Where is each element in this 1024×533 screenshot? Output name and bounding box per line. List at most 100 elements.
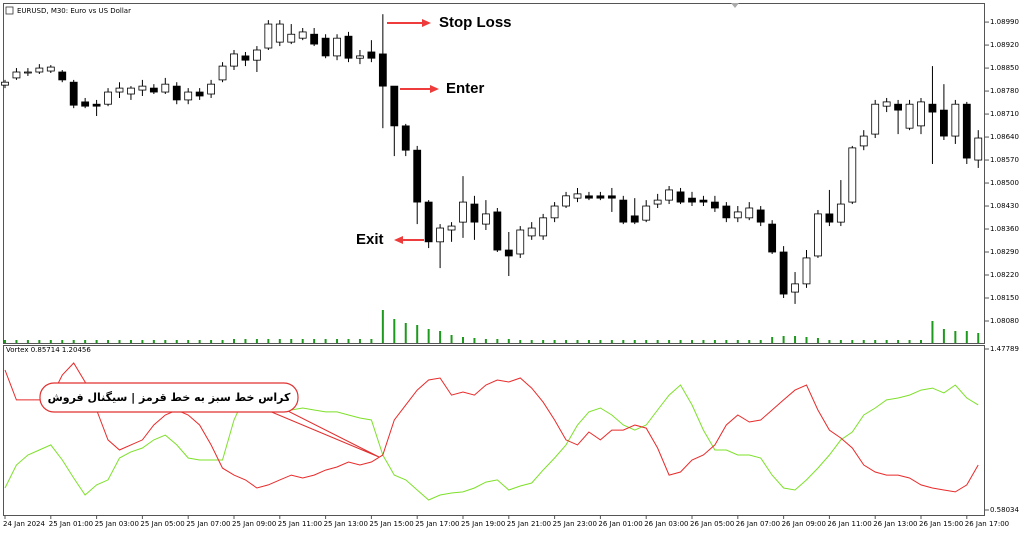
candle-body <box>378 53 387 87</box>
x-tick-label: 25 Jan 03:00 <box>95 520 139 528</box>
candle-body <box>905 103 914 129</box>
candle-body <box>470 203 479 223</box>
volume-bar <box>313 339 316 343</box>
candle-body <box>356 55 364 59</box>
shift-marker <box>731 3 739 8</box>
volume-bar <box>393 319 396 343</box>
candle-body <box>264 23 273 49</box>
y-tick-label: 1.08850 <box>990 64 1019 72</box>
callout-text: کراس خط سبز به خط قرمز | سیگنال فروش <box>48 391 291 404</box>
candle-body <box>447 225 456 231</box>
volume-bar <box>576 340 579 343</box>
x-tick-label: 25 Jan 15:00 <box>369 520 413 528</box>
candle-body <box>573 193 582 199</box>
candle-body <box>367 51 376 59</box>
candle-body <box>733 211 742 219</box>
x-tick-label: 26 Jan 11:00 <box>827 520 871 528</box>
candle-body <box>928 103 937 113</box>
volume-bar <box>713 340 716 343</box>
volume-bar <box>324 339 327 343</box>
candle-body <box>504 249 513 257</box>
volume-bar <box>26 340 29 343</box>
candle-body <box>779 251 788 295</box>
candle-body <box>138 85 147 91</box>
volume-bar <box>427 329 430 343</box>
candle-body <box>413 149 422 203</box>
candle-body <box>81 101 90 107</box>
candle-body <box>630 215 639 223</box>
y-tick-label: 1.08570 <box>990 156 1019 164</box>
symbol-icon <box>5 6 14 15</box>
volume-bar <box>587 340 590 343</box>
volume-bar <box>782 336 785 343</box>
volume-bar <box>542 340 545 343</box>
volume-bar <box>198 340 201 343</box>
candle-body <box>619 199 628 223</box>
x-tick-label: 25 Jan 09:00 <box>232 520 276 528</box>
candle-body <box>688 197 696 203</box>
x-tick-label: 26 Jan 09:00 <box>782 520 826 528</box>
volume-bar <box>221 340 224 343</box>
x-tick-label: 25 Jan 21:00 <box>507 520 551 528</box>
candle-body <box>436 227 445 243</box>
volume-bar <box>336 339 339 343</box>
vortex-line <box>4 362 979 493</box>
volume-bar <box>633 340 636 343</box>
x-tick-label: 26 Jan 13:00 <box>873 520 917 528</box>
x-tick-label: 25 Jan 01:00 <box>49 520 93 528</box>
volume-bar <box>129 340 132 343</box>
candle-body <box>836 203 845 223</box>
volume-bar <box>175 340 178 343</box>
volume-bar <box>4 340 6 343</box>
volume-bar <box>141 340 144 343</box>
x-tick-label: 26 Jan 17:00 <box>965 520 1009 528</box>
y-tick-label: 1.08780 <box>990 87 1019 95</box>
candle-body <box>149 87 158 93</box>
volume-bar <box>565 340 568 343</box>
stop-loss-label: Stop Loss <box>439 14 512 31</box>
volume-bar <box>84 340 87 343</box>
enter-label: Enter <box>446 80 485 97</box>
candle-body <box>940 109 948 137</box>
candle-body <box>424 201 433 243</box>
candle-body <box>241 55 250 61</box>
volume-bar <box>404 323 407 343</box>
candle-body <box>23 71 32 74</box>
candle-body <box>859 135 868 147</box>
volume-bar <box>210 340 213 343</box>
x-tick-label: 26 Jan 03:00 <box>644 520 688 528</box>
chart-title: EURUSD, M30: Euro vs US Dollar <box>17 7 131 15</box>
x-tick-label: 25 Jan 07:00 <box>186 520 230 528</box>
candle-body <box>401 125 410 151</box>
volume-bar <box>439 331 442 343</box>
candle-body <box>92 103 101 107</box>
candle-body <box>493 211 502 251</box>
candle-body <box>1 81 9 86</box>
volume-bar <box>15 340 18 343</box>
candle-body <box>894 103 902 111</box>
volume-bar <box>416 325 419 343</box>
y-tick-label: 1.08150 <box>990 294 1019 302</box>
candle-body <box>184 91 193 101</box>
candle-body <box>962 103 971 159</box>
volume-bar <box>244 339 247 343</box>
volume-bar <box>507 339 510 343</box>
y-tick-label: 1.08080 <box>990 317 1019 325</box>
price-pane <box>3 3 985 344</box>
arrow-head <box>422 19 431 27</box>
volume-bar <box>610 340 613 343</box>
candle-body <box>481 213 490 225</box>
candle-body <box>516 229 525 255</box>
candle-body <box>539 217 548 237</box>
callout-box <box>39 382 299 413</box>
candle-body <box>699 199 708 203</box>
volume-bar <box>874 340 877 343</box>
volume-bar <box>931 321 934 343</box>
candle-body <box>974 137 983 161</box>
y-tick-label: 1.08290 <box>990 248 1019 256</box>
y-tick-label: 1.08360 <box>990 225 1019 233</box>
candle-body <box>161 83 170 93</box>
y-tick-label: 1.08920 <box>990 41 1019 49</box>
y-tick-label: 0.58034 <box>990 506 1019 514</box>
volume-bar <box>107 340 110 343</box>
